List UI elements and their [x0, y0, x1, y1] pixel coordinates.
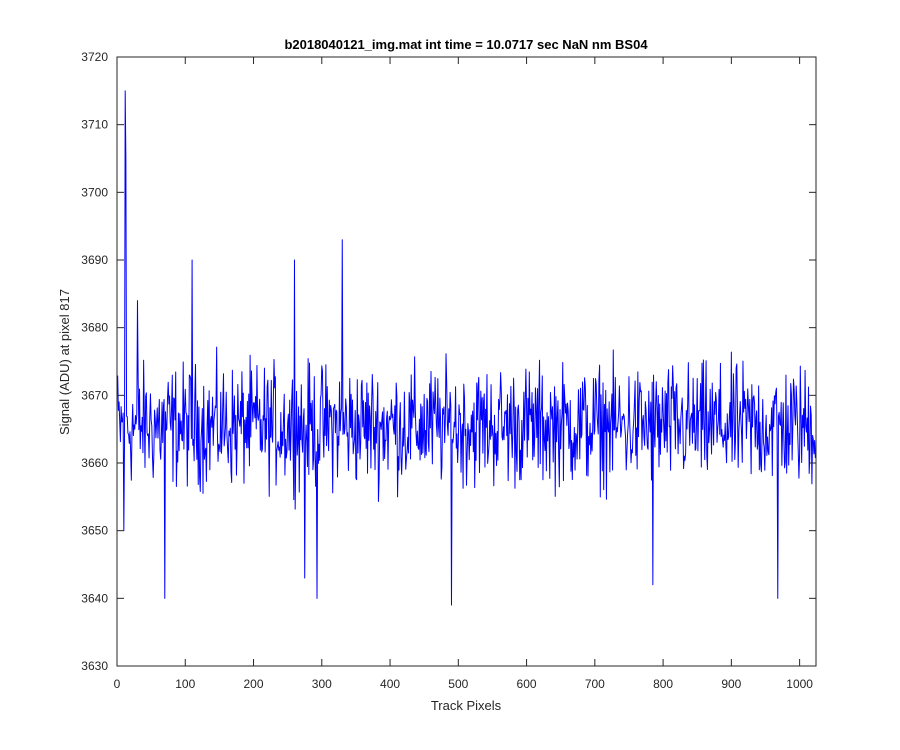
- x-tick-label: 100: [175, 677, 195, 691]
- x-tick-label: 400: [380, 677, 400, 691]
- x-tick-label: 500: [448, 677, 468, 691]
- y-tick-label: 3680: [81, 321, 108, 335]
- y-tick-label: 3700: [81, 185, 108, 199]
- x-tick-label: 700: [585, 677, 605, 691]
- x-tick-label: 300: [312, 677, 332, 691]
- x-tick-label: 600: [517, 677, 537, 691]
- y-tick-label: 3660: [81, 456, 108, 470]
- y-tick-label: 3690: [81, 253, 108, 267]
- y-tick-label: 3720: [81, 50, 108, 64]
- x-tick-label: 800: [653, 677, 673, 691]
- y-tick-label: 3670: [81, 388, 108, 402]
- axis-ticks: 0 100 200 300 400 500 600 700 800 900 1000 3630 3640…: [81, 50, 816, 691]
- signal-series-line: [116, 90, 816, 606]
- x-tick-label: 0: [114, 677, 121, 691]
- axes-box: [116, 56, 817, 667]
- y-tick-label: 3710: [81, 118, 108, 132]
- plot-area: [116, 90, 816, 606]
- y-tick-label: 3650: [81, 524, 108, 538]
- y-tick-label: 3640: [81, 591, 108, 605]
- x-tick-label: 200: [244, 677, 264, 691]
- chart-title: b2018040121_img.mat int time = 10.0717 s…: [284, 37, 648, 52]
- x-tick-label: 900: [721, 677, 741, 691]
- x-axis-label: Track Pixels: [431, 698, 502, 713]
- x-tick-label: 1000: [786, 677, 813, 691]
- y-axis-label: Signal (ADU) at pixel 817: [57, 289, 72, 435]
- y-tick-label: 3630: [81, 659, 108, 673]
